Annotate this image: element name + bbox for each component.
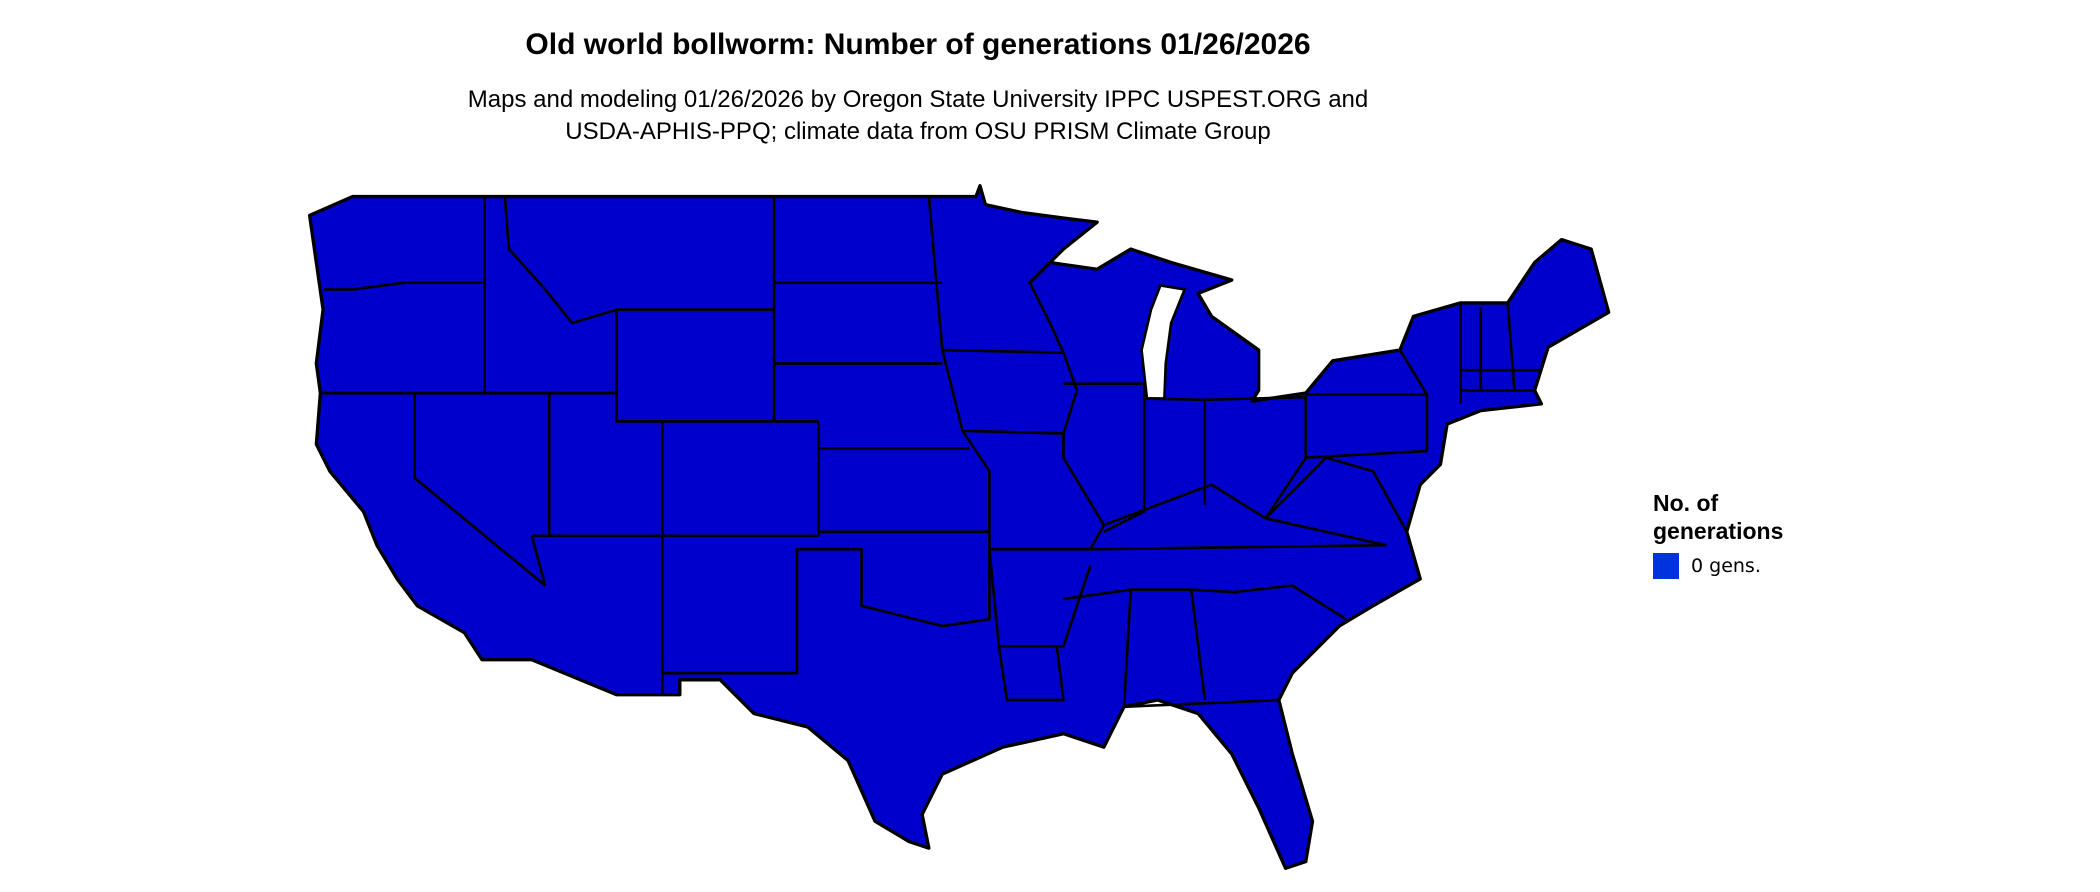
legend-item-0-gens: 0 gens.	[1653, 553, 1783, 579]
us-outline	[307, 184, 1611, 870]
state-border	[1398, 349, 1429, 396]
legend: No. of generations 0 gens.	[1653, 489, 1783, 579]
state-border	[413, 393, 547, 587]
legend-title: No. of generations	[1653, 489, 1783, 545]
map-title: Old world bollworm: Number of generation…	[525, 28, 1311, 61]
state-border	[988, 549, 1092, 648]
state-border	[320, 391, 819, 423]
state-border	[1028, 282, 1065, 354]
state-border	[1506, 302, 1516, 391]
state-border	[1305, 393, 1429, 460]
state-border	[1103, 483, 1387, 547]
state-border	[530, 535, 547, 586]
state-border	[1090, 543, 1387, 551]
legend-title-line-2: generations	[1653, 518, 1784, 544]
state-border	[1231, 584, 1347, 621]
subtitle-line-2: USDA-APHIS-PPQ; climate data from OSU PR…	[565, 118, 1271, 145]
state-border	[1191, 588, 1239, 594]
state-border	[323, 281, 485, 291]
state-boundaries	[320, 196, 1542, 709]
legend-title-line-1: No. of	[1653, 490, 1719, 516]
state-border	[1063, 382, 1146, 533]
legend-swatch	[1653, 553, 1679, 579]
map-subtitle: Maps and modeling 01/26/2026 by Oregon S…	[0, 84, 1836, 148]
state-border	[1264, 456, 1408, 533]
state-border	[997, 645, 1065, 702]
state-border	[503, 196, 617, 325]
subtitle-line-1: Maps and modeling 01/26/2026 by Oregon S…	[467, 86, 1369, 113]
state-border	[1123, 698, 1279, 709]
state-border	[1204, 395, 1308, 520]
legend-label: 0 gens.	[1691, 555, 1761, 577]
state-border	[662, 547, 991, 675]
